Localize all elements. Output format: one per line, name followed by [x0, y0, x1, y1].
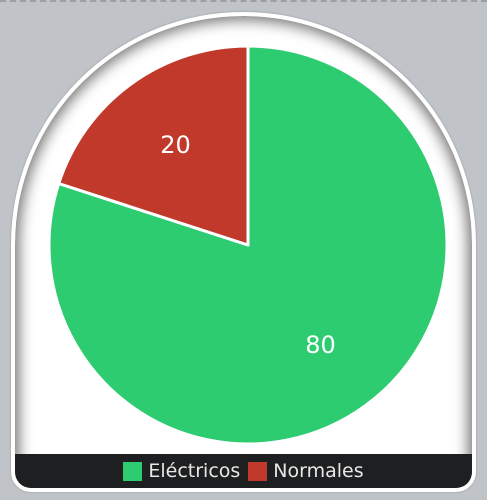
pie-chart: 80 20 [47, 44, 449, 446]
chart-legend: Eléctricos Normales [15, 454, 472, 488]
pie-data-label-electricos: 80 [305, 331, 336, 359]
legend-item-electricos[interactable]: Eléctricos [123, 459, 241, 482]
legend-swatch-electricos [123, 461, 143, 481]
top-dashed-rule [0, 0, 487, 2]
chart-card: 80 20 Eléctricos Normales [11, 12, 476, 492]
legend-label-electricos: Eléctricos [148, 459, 241, 482]
legend-item-normales[interactable]: Normales [248, 459, 364, 482]
legend-label-normales: Normales [273, 459, 364, 482]
legend-swatch-normales [248, 461, 268, 481]
pie-slice-normales[interactable] [57, 44, 250, 247]
pie-data-label-normales: 20 [160, 131, 191, 159]
